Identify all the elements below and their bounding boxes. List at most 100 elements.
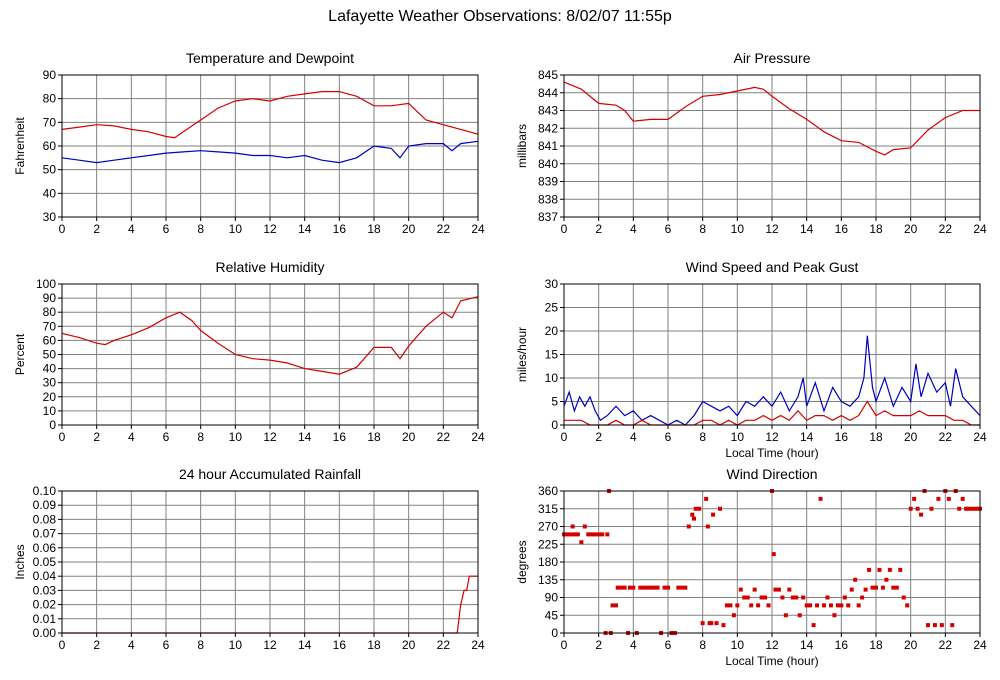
data-point	[905, 603, 910, 608]
x-tick-label: 24	[471, 638, 485, 652]
data-point	[605, 532, 610, 537]
x-tick-label: 20	[904, 222, 918, 236]
x-tick-label: 24	[471, 222, 485, 236]
y-tick-label: 50	[43, 348, 57, 362]
data-point	[718, 506, 722, 511]
x-tick-label: 8	[699, 430, 706, 444]
y-tick-label: 0.08	[33, 512, 57, 526]
y-tick-label: 70	[43, 115, 57, 129]
y-tick-label: 0.06	[33, 541, 57, 555]
x-tick-label: 0	[561, 430, 568, 444]
y-tick-label: 135	[538, 573, 558, 587]
data-point	[929, 506, 934, 511]
x-tick-label: 18	[367, 222, 381, 236]
y-tick-label: 360	[538, 484, 558, 498]
y-tick-label: 0.09	[33, 498, 57, 512]
x-tick-label: 4	[128, 222, 135, 236]
x-tick-label: 4	[630, 430, 637, 444]
data-point	[645, 585, 650, 590]
data-point	[700, 621, 705, 626]
x-tick-label: 6	[665, 430, 672, 444]
x-tick-label: 2	[595, 222, 602, 236]
x-tick-label: 12	[263, 430, 277, 444]
y-tick-label: 315	[538, 502, 558, 516]
data-point	[610, 603, 615, 608]
y-axis-label: Percent	[13, 333, 27, 375]
y-tick-label: 180	[538, 555, 558, 569]
x-tick-label: 8	[699, 222, 706, 236]
y-tick-label: 841	[538, 139, 558, 153]
data-point	[815, 603, 820, 608]
y-tick-label: 20	[43, 390, 57, 404]
data-point	[950, 623, 955, 628]
x-tick-label: 0	[59, 638, 66, 652]
data-point	[763, 595, 768, 600]
data-point	[828, 603, 833, 608]
x-tick-label: 16	[333, 222, 347, 236]
data-point	[870, 585, 875, 590]
data-point	[697, 506, 702, 511]
data-point	[771, 552, 776, 557]
y-tick-label: 90	[545, 591, 559, 605]
data-point	[586, 532, 591, 537]
data-point	[709, 621, 714, 626]
x-tick-label: 20	[904, 638, 918, 652]
data-point	[752, 587, 757, 592]
x-tick-label: 6	[665, 222, 672, 236]
y-tick-label: 40	[43, 362, 57, 376]
y-tick-label: 0	[551, 626, 558, 640]
data-point	[662, 585, 667, 590]
data-point	[863, 587, 868, 592]
x-tick-label: 0	[561, 222, 568, 236]
data-point	[593, 532, 598, 537]
series-line-red	[563, 81, 980, 156]
y-tick-label: 20	[545, 324, 559, 338]
data-point	[766, 603, 771, 608]
data-point	[960, 496, 965, 501]
x-tick-label: 20	[402, 222, 416, 236]
data-point	[570, 524, 575, 529]
x-tick-label: 16	[333, 638, 347, 652]
x-tick-label: 24	[973, 430, 987, 444]
x-tick-label: 16	[835, 430, 849, 444]
data-point	[783, 613, 788, 618]
data-point	[971, 506, 976, 511]
data-point	[692, 516, 696, 521]
chart-title: Wind Speed and Peak Gust	[686, 259, 859, 275]
data-point	[565, 532, 570, 537]
x-tick-label: 4	[128, 430, 135, 444]
y-tick-label: 840	[538, 157, 558, 171]
chart-rain: 0 2 4 6 8 10 12 14 16 18 20 22 240.000.010.020.030.0…	[13, 466, 485, 652]
data-point	[919, 512, 924, 517]
x-tick-label: 10	[731, 638, 745, 652]
data-point	[619, 585, 624, 590]
x-tick-label: 8	[197, 430, 204, 444]
y-tick-label: 0	[49, 418, 56, 432]
data-point	[884, 577, 889, 582]
y-tick-label: 843	[538, 104, 558, 118]
data-point	[846, 603, 851, 608]
data-point	[614, 603, 618, 608]
y-axis-label: miles/hour	[515, 327, 529, 382]
data-point	[849, 587, 854, 592]
x-tick-label: 14	[298, 430, 312, 444]
x-tick-label: 12	[765, 430, 779, 444]
data-point	[957, 506, 962, 511]
y-tick-label: 0	[551, 418, 558, 432]
y-tick-label: 90	[43, 68, 57, 82]
chart-pressure: 0 2 4 6 8 10 12 14 16 18 20 22 248378388398408418428…	[515, 50, 987, 236]
y-tick-label: 5	[551, 395, 558, 409]
y-tick-label: 30	[545, 277, 559, 291]
x-tick-label: 2	[93, 222, 100, 236]
x-tick-label: 12	[765, 222, 779, 236]
x-tick-label: 14	[800, 430, 814, 444]
y-tick-label: 50	[43, 163, 57, 177]
x-tick-label: 10	[731, 430, 745, 444]
x-tick-label: 6	[163, 638, 170, 652]
y-tick-label: 90	[43, 291, 57, 305]
x-tick-label: 12	[765, 638, 779, 652]
y-tick-label: 0.04	[33, 569, 57, 583]
data-point	[648, 585, 653, 590]
data-point	[756, 603, 761, 608]
data-point	[641, 585, 646, 590]
